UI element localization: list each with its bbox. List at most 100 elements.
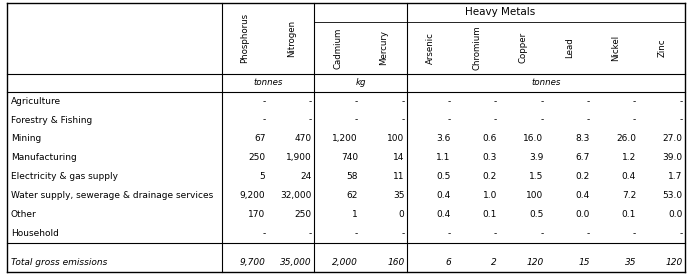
Text: 0.4: 0.4 — [622, 172, 636, 181]
Text: 39.0: 39.0 — [662, 153, 682, 163]
Text: 14: 14 — [393, 153, 404, 163]
Text: Arsenic: Arsenic — [426, 32, 435, 64]
Text: 67: 67 — [254, 134, 266, 144]
Text: Cadmium: Cadmium — [333, 27, 342, 68]
Text: 9,200: 9,200 — [240, 191, 266, 200]
Text: 62: 62 — [347, 191, 358, 200]
Text: 100: 100 — [526, 191, 543, 200]
Text: Zinc: Zinc — [657, 39, 666, 57]
Text: -: - — [540, 116, 543, 125]
Text: -: - — [679, 229, 682, 238]
Text: -: - — [355, 229, 358, 238]
Text: 1,200: 1,200 — [332, 134, 358, 144]
Text: Forestry & Fishing: Forestry & Fishing — [11, 116, 92, 125]
Text: 1: 1 — [352, 210, 358, 219]
Text: -: - — [355, 97, 358, 106]
Text: 6.7: 6.7 — [575, 153, 590, 163]
Text: 0.1: 0.1 — [621, 210, 636, 219]
Text: 0.3: 0.3 — [483, 153, 497, 163]
Text: 250: 250 — [295, 210, 312, 219]
Text: 27.0: 27.0 — [662, 134, 682, 144]
Text: 58: 58 — [347, 172, 358, 181]
Text: 53.0: 53.0 — [662, 191, 682, 200]
Text: 7.2: 7.2 — [622, 191, 636, 200]
Text: -: - — [679, 97, 682, 106]
Text: 0.0: 0.0 — [668, 210, 682, 219]
Text: Manufacturing: Manufacturing — [11, 153, 77, 163]
Text: -: - — [262, 116, 266, 125]
Text: Mining: Mining — [11, 134, 42, 144]
Text: 8.3: 8.3 — [575, 134, 590, 144]
Text: Other: Other — [11, 210, 37, 219]
Text: kg: kg — [356, 78, 366, 87]
Text: -: - — [448, 116, 450, 125]
Text: -: - — [448, 97, 450, 106]
Text: -: - — [401, 97, 404, 106]
Text: 1,900: 1,900 — [286, 153, 312, 163]
Text: Heavy Metals: Heavy Metals — [464, 7, 535, 17]
Text: -: - — [632, 229, 636, 238]
Text: 0.4: 0.4 — [576, 191, 590, 200]
Text: 2: 2 — [491, 258, 497, 266]
Text: 0.6: 0.6 — [483, 134, 497, 144]
Text: Total gross emissions: Total gross emissions — [11, 258, 107, 266]
Text: 15: 15 — [579, 258, 590, 266]
Text: Electricity & gas supply: Electricity & gas supply — [11, 172, 118, 181]
Text: 0.2: 0.2 — [483, 172, 497, 181]
Text: -: - — [401, 229, 404, 238]
Text: -: - — [586, 97, 590, 106]
Text: -: - — [494, 97, 497, 106]
Text: 250: 250 — [248, 153, 266, 163]
Text: Copper: Copper — [518, 32, 527, 64]
Text: 170: 170 — [248, 210, 266, 219]
Text: 1.5: 1.5 — [529, 172, 543, 181]
Text: 6: 6 — [445, 258, 450, 266]
Text: Household: Household — [11, 229, 59, 238]
Text: 35: 35 — [625, 258, 636, 266]
Text: Mercury: Mercury — [379, 30, 388, 65]
Text: 0.5: 0.5 — [529, 210, 543, 219]
Text: 1.2: 1.2 — [622, 153, 636, 163]
Text: 2,000: 2,000 — [332, 258, 358, 266]
Text: 1.1: 1.1 — [437, 153, 450, 163]
Text: Nickel: Nickel — [611, 35, 620, 61]
Text: -: - — [632, 97, 636, 106]
Text: -: - — [262, 97, 266, 106]
Text: 120: 120 — [665, 258, 682, 266]
Text: Phosphorus: Phosphorus — [240, 13, 250, 63]
Text: 100: 100 — [387, 134, 404, 144]
Text: 9,700: 9,700 — [239, 258, 266, 266]
Text: Agriculture: Agriculture — [11, 97, 61, 106]
Text: tonnes: tonnes — [253, 78, 283, 87]
Text: 120: 120 — [526, 258, 543, 266]
Text: Nitrogen: Nitrogen — [286, 20, 295, 57]
Text: 16.0: 16.0 — [523, 134, 543, 144]
Text: -: - — [355, 116, 358, 125]
Text: Water supply, sewerage & drainage services: Water supply, sewerage & drainage servic… — [11, 191, 213, 200]
Text: 3.6: 3.6 — [437, 134, 450, 144]
Text: -: - — [586, 229, 590, 238]
Text: 0.1: 0.1 — [483, 210, 497, 219]
Text: 1.0: 1.0 — [483, 191, 497, 200]
Text: 0.0: 0.0 — [575, 210, 590, 219]
Text: 0.2: 0.2 — [576, 172, 590, 181]
Text: -: - — [262, 229, 266, 238]
Text: -: - — [309, 229, 312, 238]
Text: 0.5: 0.5 — [437, 172, 450, 181]
Text: 26.0: 26.0 — [616, 134, 636, 144]
Text: -: - — [540, 97, 543, 106]
Text: -: - — [494, 116, 497, 125]
Text: -: - — [586, 116, 590, 125]
Text: 3.9: 3.9 — [529, 153, 543, 163]
Text: -: - — [448, 229, 450, 238]
Text: 1.7: 1.7 — [668, 172, 682, 181]
Text: -: - — [401, 116, 404, 125]
Text: 160: 160 — [387, 258, 404, 266]
Text: -: - — [679, 116, 682, 125]
Text: 11: 11 — [393, 172, 404, 181]
Text: 35: 35 — [393, 191, 404, 200]
Text: -: - — [632, 116, 636, 125]
Text: -: - — [494, 229, 497, 238]
Text: tonnes: tonnes — [531, 78, 561, 87]
Text: -: - — [309, 97, 312, 106]
